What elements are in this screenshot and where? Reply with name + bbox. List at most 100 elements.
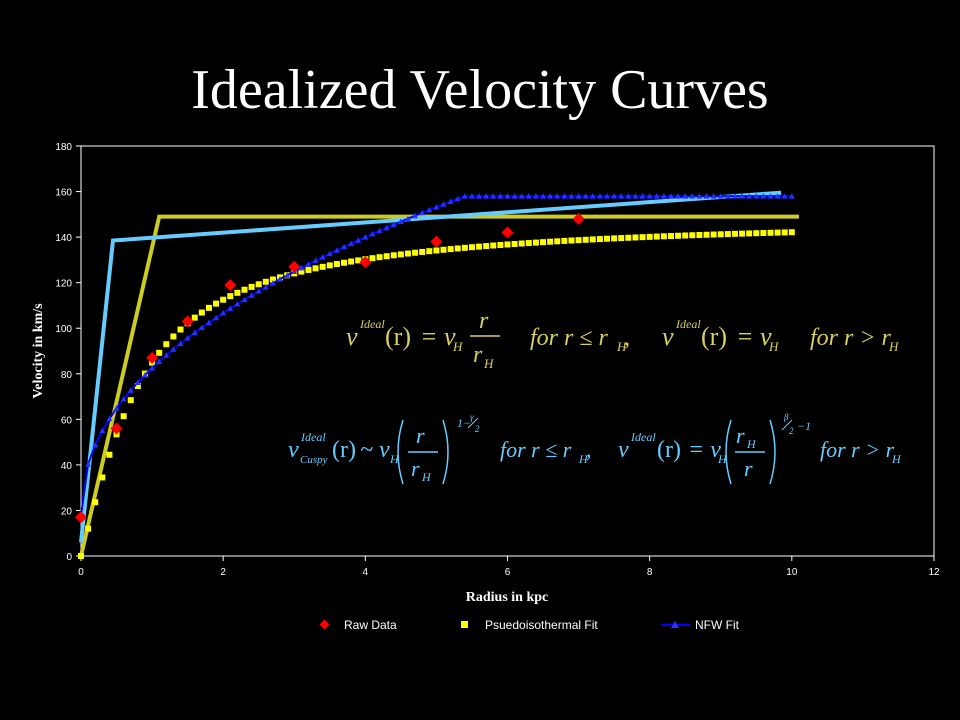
nfw-fit-point xyxy=(582,193,589,199)
legend-pseudo-label: Psuedoisothermal Fit xyxy=(485,618,598,632)
nfw-fit-point xyxy=(390,221,397,228)
eq-b-v2: v xyxy=(618,437,629,463)
pseudo-fit-point xyxy=(696,231,703,238)
eq-b-sup2: Ideal xyxy=(630,430,656,444)
nfw-fit-point xyxy=(483,193,490,199)
pseudo-fit-point xyxy=(660,233,667,240)
nfw-fit-point xyxy=(696,193,703,199)
nfw-fit-point xyxy=(632,193,639,199)
eq-y-condsub2: H xyxy=(888,339,899,354)
pseudo-fit-point xyxy=(198,309,205,316)
eq-y-sup2: Ideal xyxy=(675,317,701,331)
x-axis-title: Radius in kpc xyxy=(466,590,548,605)
ideal-line-blue xyxy=(79,190,782,543)
pseudo-fit-point xyxy=(632,234,639,241)
eq-y-eq2: = v xyxy=(736,322,772,351)
eq-b-expnum2: β xyxy=(783,412,789,422)
eq-b-expbar2 xyxy=(781,419,793,431)
pseudo-fit-point xyxy=(163,341,170,348)
pseudo-fit-point xyxy=(547,238,554,245)
eq-y-cond2: for r > r xyxy=(810,325,892,351)
pseudo-fit-point xyxy=(241,286,248,293)
pseudo-fit-point xyxy=(604,235,611,242)
pseudo-fit-point xyxy=(205,304,212,311)
nfw-fit-point xyxy=(397,218,404,225)
y-tick-label: 100 xyxy=(55,324,72,335)
nfw-fit-point xyxy=(454,195,461,202)
pseudo-fit-point xyxy=(78,553,84,559)
pseudo-fit-point xyxy=(788,229,795,236)
eq-y-sub1: H xyxy=(452,339,463,354)
pseudo-fit-point xyxy=(106,451,113,458)
pseudo-fit-point xyxy=(774,229,781,236)
nfw-fit-point xyxy=(298,264,305,271)
pseudo-fit-point xyxy=(589,236,596,243)
legend: Raw Data Psuedoisothermal Fit NFW Fit xyxy=(319,618,740,632)
pseudo-fit-point xyxy=(227,293,234,300)
pseudo-fit-point xyxy=(326,262,333,269)
nfw-fit-point xyxy=(461,193,468,199)
nfw-fit-point xyxy=(618,193,625,199)
nfw-fit-point xyxy=(575,193,582,199)
x-tick-label: 8 xyxy=(647,567,653,578)
pseudo-fit-point xyxy=(312,265,319,272)
nfw-fit-point xyxy=(227,305,234,311)
nfw-fit-point xyxy=(127,387,134,393)
y-tick-label: 20 xyxy=(61,506,73,517)
x-tick-label: 0 xyxy=(78,567,84,578)
pseudo-fit-point xyxy=(568,237,575,244)
pseudo-fit-point xyxy=(746,230,753,237)
pseudo-fit-point xyxy=(717,231,724,238)
nfw-fit-point xyxy=(198,324,205,331)
nfw-fit-point xyxy=(319,254,326,260)
nfw-fit-point xyxy=(710,193,717,199)
pseudo-fit-point xyxy=(682,232,689,239)
pseudo-fit-point xyxy=(497,241,504,248)
nfw-fit-point xyxy=(440,201,447,207)
legend-raw-marker xyxy=(319,619,330,630)
pseudo-fit-point xyxy=(305,266,312,273)
nfw-fit-point xyxy=(312,257,319,264)
eq-b-expden2: 2 xyxy=(789,426,794,436)
eq-y-num1: r xyxy=(479,308,489,334)
pseudo-fit-point xyxy=(412,249,419,256)
eq-b-sup1: Ideal xyxy=(300,430,326,444)
pseudo-fit-point xyxy=(753,230,760,237)
pseudo-fit-point xyxy=(447,246,454,253)
ideal-curves xyxy=(79,190,799,557)
eq-y-cond1: for r ≤ r xyxy=(530,325,609,351)
nfw-fit-point xyxy=(205,319,212,326)
nfw-fit-point xyxy=(660,193,667,199)
nfw-fit-point xyxy=(355,237,362,243)
eq-y-v2: v xyxy=(662,322,674,351)
nfw-fit-point xyxy=(540,193,547,199)
pseudo-fit-point xyxy=(120,413,127,420)
y-tick-label: 60 xyxy=(61,415,73,426)
nfw-fit-point xyxy=(106,415,113,422)
nfw-fit-point xyxy=(241,296,248,303)
eq-b-den2: r xyxy=(744,456,753,481)
pseudo-fit-point xyxy=(525,240,532,247)
pseudo-fit-point xyxy=(269,276,276,283)
eq-b-r1: (r) xyxy=(332,437,356,463)
nfw-fit-point xyxy=(625,193,632,199)
pseudo-fit-point xyxy=(383,253,390,260)
nfw-fit-point xyxy=(682,193,689,199)
nfw-fit-point xyxy=(739,193,746,199)
eq-b-lparen1 xyxy=(397,419,404,485)
eq-b-num1: r xyxy=(416,423,425,448)
nfw-fit-point xyxy=(433,204,440,210)
nfw-fit-point xyxy=(141,372,148,378)
pseudo-fit-point xyxy=(639,234,646,241)
pseudo-fit-point xyxy=(333,261,340,268)
eq-b-cond2: for r > r xyxy=(820,437,895,462)
y-tick-label: 120 xyxy=(55,279,72,290)
nfw-fit-point xyxy=(177,340,184,347)
pseudo-fit-point xyxy=(298,268,305,275)
x-tick-label: 6 xyxy=(505,567,511,578)
nfw-fit-point xyxy=(760,193,767,199)
eq-y-r1: (r) xyxy=(385,322,411,351)
raw-data-point xyxy=(359,256,372,269)
pseudo-fit-point xyxy=(433,247,440,254)
